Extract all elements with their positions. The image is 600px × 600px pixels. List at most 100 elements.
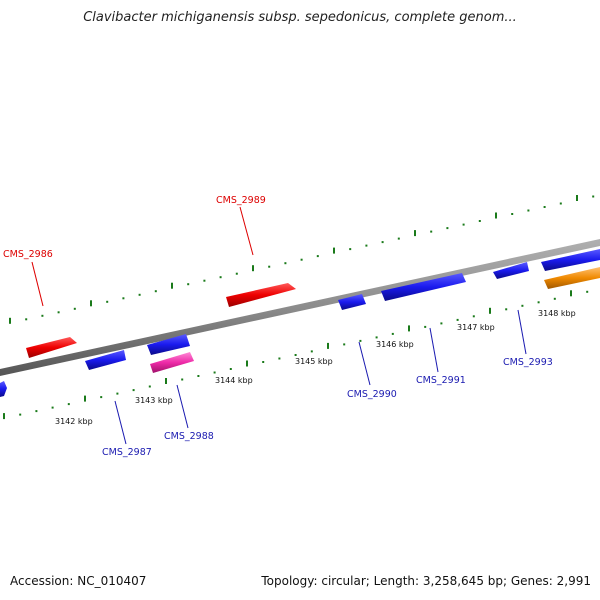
tick-mark	[489, 307, 491, 314]
tick-mark	[116, 392, 119, 395]
tick-mark	[462, 223, 465, 226]
tick-marks	[3, 195, 595, 420]
tick-mark	[67, 403, 70, 406]
tick-mark	[586, 290, 589, 293]
scale-label-3142: 3142 kbp	[55, 417, 93, 426]
gene-right-orange[interactable]	[544, 267, 600, 289]
tick-mark	[262, 361, 265, 363]
tick-mark	[197, 375, 200, 377]
tick-mark	[9, 317, 11, 324]
tick-mark	[138, 293, 141, 296]
scale-label-3144: 3144 kbp	[215, 376, 253, 385]
topology-summary: Topology: circular; Length: 3,258,645 bp…	[261, 574, 591, 588]
gene-CMS_2993[interactable]	[493, 262, 529, 279]
tick-mark	[171, 282, 173, 289]
tick-mark	[333, 247, 335, 254]
tick-mark	[229, 368, 232, 370]
tick-mark	[235, 272, 238, 275]
tick-mark	[505, 308, 508, 311]
tick-mark	[25, 318, 28, 321]
gene-label-CMS_2990: CMS_2990	[347, 389, 397, 400]
tick-mark	[511, 213, 514, 215]
tick-mark	[559, 202, 562, 205]
tick-mark	[359, 339, 362, 342]
scale-label-3146: 3146 kbp	[376, 340, 414, 349]
tick-mark	[35, 410, 38, 413]
genome-backbone	[0, 239, 600, 376]
gene-label-CMS_2993: CMS_2993	[503, 357, 553, 368]
scale-label-3147: 3147 kbp	[457, 323, 495, 332]
tick-mark	[219, 276, 222, 279]
tick-mark	[570, 290, 572, 297]
tick-mark	[478, 220, 481, 222]
tick-mark	[148, 385, 151, 388]
tick-mark	[106, 300, 109, 303]
tick-mark	[252, 265, 254, 272]
tick-mark	[203, 279, 206, 282]
tick-mark	[132, 389, 135, 392]
tick-mark	[3, 413, 5, 420]
tick-mark	[553, 297, 556, 300]
tick-mark	[181, 378, 184, 381]
tick-mark	[446, 227, 449, 230]
tick-mark	[537, 301, 540, 304]
accession-text: Accession: NC_010407	[10, 574, 147, 588]
tick-mark	[187, 283, 190, 286]
gene-label-CMS_2988: CMS_2988	[164, 431, 214, 442]
tick-mark	[527, 209, 530, 212]
tick-mark	[51, 406, 54, 409]
genome-title: Clavibacter michiganensis subsp. sepedon…	[83, 10, 517, 25]
tick-mark	[310, 350, 313, 353]
gene-CMS_2989[interactable]	[226, 283, 296, 307]
tick-mark	[73, 307, 76, 310]
gene-label-CMS_2989: CMS_2989	[216, 195, 266, 206]
gene-CMS_2987[interactable]	[85, 350, 126, 370]
tick-mark	[349, 248, 352, 251]
gene-CMS_2991[interactable]	[381, 273, 466, 301]
tick-mark	[90, 300, 92, 307]
tick-mark	[408, 325, 410, 332]
tick-mark	[100, 396, 103, 399]
tick-mark	[543, 206, 546, 208]
tick-mark	[316, 255, 319, 258]
tick-mark	[381, 241, 384, 244]
tick-mark	[375, 336, 378, 339]
tick-mark	[424, 325, 427, 328]
tick-mark	[57, 311, 60, 314]
tick-mark	[592, 195, 595, 198]
gene-CMS_2990[interactable]	[338, 294, 366, 310]
gene-right-blue[interactable]	[541, 249, 600, 271]
gene-CMS_2988[interactable]	[150, 352, 194, 373]
tick-mark	[300, 258, 303, 261]
tick-mark	[397, 237, 400, 240]
tick-mark	[154, 290, 157, 293]
tick-mark	[365, 244, 368, 247]
tick-mark	[414, 230, 416, 237]
gene-label-CMS_2987: CMS_2987	[102, 447, 152, 458]
tick-mark	[278, 357, 281, 360]
tick-mark	[294, 354, 297, 356]
tick-mark	[19, 413, 22, 416]
tick-mark	[41, 314, 44, 317]
tick-mark	[84, 395, 86, 402]
tick-mark	[165, 378, 167, 384]
label-connectors	[31, 206, 527, 445]
tick-mark	[246, 360, 248, 367]
tick-mark	[268, 265, 271, 268]
gene-label-CMS_2986: CMS_2986	[3, 249, 53, 260]
scale-label-3148: 3148 kbp	[538, 309, 576, 318]
tick-mark	[391, 332, 394, 335]
scale-label-3143: 3143 kbp	[135, 396, 173, 405]
tick-mark	[213, 371, 216, 374]
tick-mark	[456, 318, 459, 321]
tick-mark	[327, 342, 329, 349]
gene-CMS_2988-upper[interactable]	[147, 334, 190, 355]
gene-CMS_2986[interactable]	[26, 337, 77, 358]
gene-unlabeled-left[interactable]	[0, 381, 7, 397]
tick-mark	[495, 212, 497, 219]
tick-mark	[430, 230, 433, 233]
tick-mark	[472, 315, 475, 318]
tick-mark	[521, 304, 524, 307]
tick-mark	[440, 322, 443, 325]
